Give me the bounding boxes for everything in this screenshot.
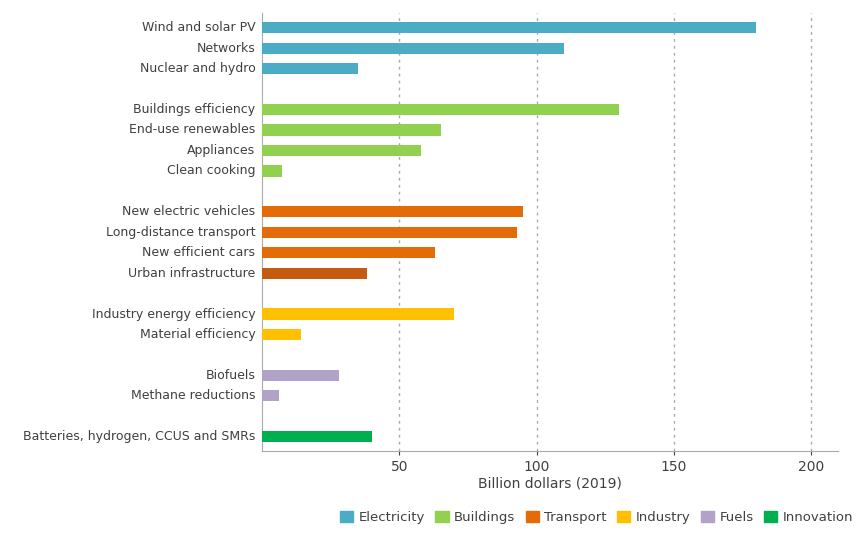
Bar	[262, 329, 301, 340]
Bar	[262, 390, 279, 402]
Bar	[262, 165, 281, 177]
Bar	[262, 42, 564, 54]
Bar	[262, 308, 454, 320]
Bar	[262, 267, 366, 279]
Legend: Electricity, Buildings, Transport, Industry, Fuels, Innovation: Electricity, Buildings, Transport, Indus…	[335, 506, 858, 529]
Bar	[262, 125, 440, 136]
Bar	[262, 431, 372, 442]
Bar	[262, 104, 619, 115]
Bar	[262, 145, 421, 156]
Bar	[262, 22, 756, 33]
Bar	[262, 247, 435, 258]
Bar	[262, 63, 359, 74]
X-axis label: Billion dollars (2019): Billion dollars (2019)	[478, 477, 623, 491]
Bar	[262, 206, 523, 217]
Bar	[262, 370, 339, 381]
Bar	[262, 227, 518, 238]
